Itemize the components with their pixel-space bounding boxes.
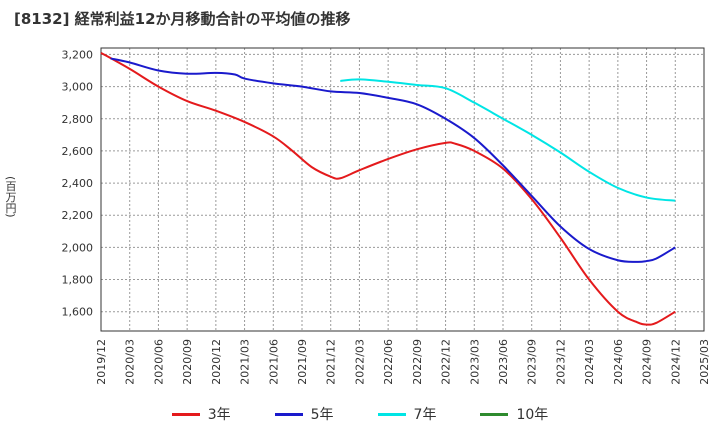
y-tick-label: 2,600: [62, 145, 94, 158]
legend-swatch: [377, 412, 406, 416]
x-tick-label: 2020/03: [124, 339, 137, 385]
legend-swatch: [480, 412, 509, 416]
x-tick-label: 2024/06: [612, 339, 625, 385]
x-tick-label: 2019/12: [95, 339, 108, 385]
y-tick-label: 3,000: [62, 81, 94, 94]
y-tick-label: 2,200: [62, 209, 94, 222]
legend-item: 3年: [171, 404, 231, 424]
x-tick-label: 2022/03: [353, 339, 366, 385]
y-tick-label: 2,000: [62, 241, 94, 254]
legend-label: 7年: [413, 407, 437, 423]
chart-title: [8132] 経常利益12か月移動合計の平均値の推移: [14, 10, 351, 28]
grid-lines: [100, 48, 705, 331]
legend-label: 3年: [207, 407, 231, 423]
series-lines: [100, 51, 676, 326]
axes: [100, 47, 705, 332]
x-tick-label: 2023/06: [497, 339, 510, 385]
legend: 3年 5年 7年 10年: [0, 404, 720, 424]
x-tick-label: 2021/12: [325, 339, 338, 385]
x-tick-label: 2023/09: [526, 339, 539, 385]
x-tick-label: 2020/09: [181, 339, 194, 385]
legend-item: 5年: [274, 404, 334, 424]
x-tick-label: 2024/03: [583, 339, 596, 385]
legend-item: 10年: [480, 404, 548, 424]
x-tick-label: 2024/12: [669, 339, 682, 385]
x-tick-label: 2023/12: [554, 339, 567, 385]
x-tick-label: 2022/12: [440, 339, 453, 385]
x-tick-label: 2020/06: [152, 339, 165, 385]
x-tick-labels: 2019/12 2020/03 2020/06 2020/09 2020/12 2021/…: [95, 339, 711, 385]
x-tick-label: 2021/03: [239, 339, 252, 385]
x-tick-label: 2022/09: [411, 339, 424, 385]
series-line-1: [110, 57, 676, 263]
y-tick-labels: 1,600 1,800 2,000 2,200 2,400 2,600 2,800 3,000…: [62, 48, 94, 318]
x-tick-label: 2020/12: [210, 339, 223, 385]
plot-frame: [100, 47, 705, 332]
legend-label: 5年: [310, 407, 334, 423]
y-tick-label: 1,600: [62, 306, 94, 319]
legend-swatch: [171, 412, 200, 416]
x-tick-label: 2025/03: [698, 339, 711, 385]
series-line-2: [340, 78, 676, 202]
y-tick-label: 2,400: [62, 177, 94, 190]
legend-item: 7年: [377, 404, 437, 424]
y-tick-label: 3,200: [62, 48, 94, 61]
x-tick-label: 2021/09: [296, 339, 309, 385]
x-tick-label: 2021/06: [267, 339, 280, 385]
x-tick-label: 2022/06: [382, 339, 395, 385]
y-tick-label: 1,800: [62, 274, 94, 287]
series-line-0: [100, 51, 676, 326]
x-tick-label: 2023/03: [468, 339, 481, 385]
y-axis-unit-label: (百万円): [4, 176, 17, 218]
x-tick-label: 2024/09: [641, 339, 654, 385]
legend-label: 10年: [516, 407, 549, 423]
y-tick-label: 2,800: [62, 113, 94, 126]
legend-swatch: [274, 412, 303, 416]
